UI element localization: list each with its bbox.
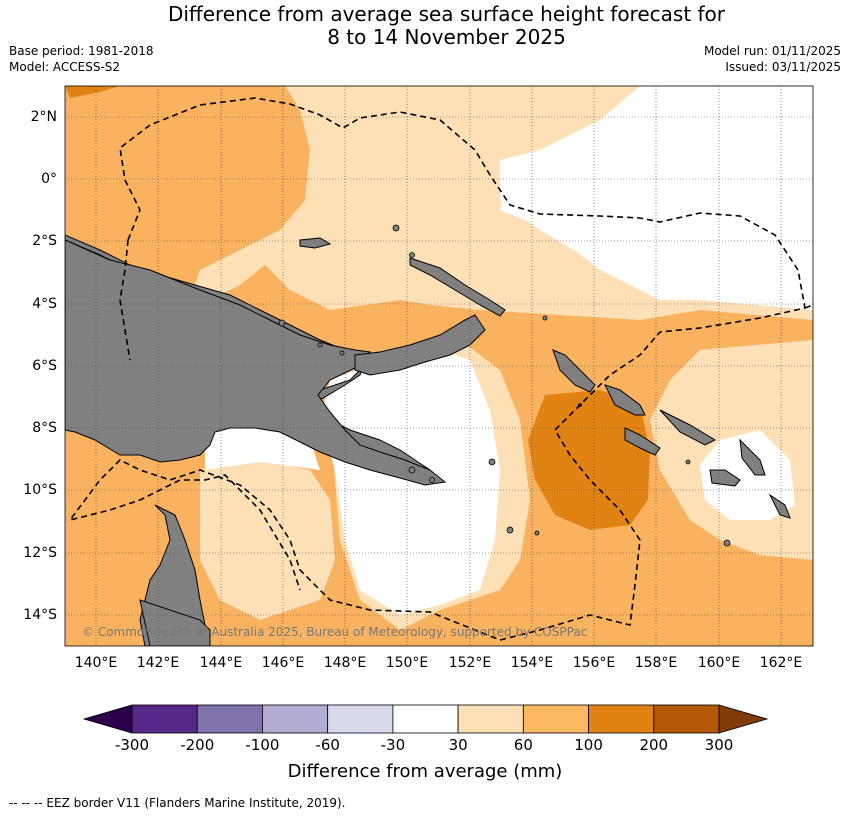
light-orange-zone-south bbox=[200, 460, 335, 620]
lon-label: 160°E bbox=[697, 655, 741, 671]
lon-label: 156°E bbox=[572, 655, 616, 671]
copyright-notice: © Commonwealth of Australia 2025, Bureau… bbox=[82, 625, 588, 639]
colorbar-tick-label: -300 bbox=[114, 736, 150, 754]
model-name: Model: ACCESS-S2 bbox=[9, 60, 121, 74]
solomon-islands-1 bbox=[604, 384, 646, 416]
eez-footnote: -- -- -- EEZ border V11 (Flanders Marine… bbox=[9, 796, 346, 810]
dark-orange-zone-solomon bbox=[528, 390, 650, 530]
base-period: Base period: 1981-2018 bbox=[9, 44, 154, 58]
sea-surface-height-map bbox=[64, 85, 814, 647]
eez-borders bbox=[68, 97, 813, 641]
lat-label: 4°S bbox=[32, 296, 57, 312]
new-ireland-land bbox=[409, 257, 506, 317]
neutral-zone-centre bbox=[320, 350, 500, 615]
colorbar-swatch bbox=[392, 704, 459, 734]
colorbar-swatch bbox=[327, 704, 394, 734]
lon-label: 152°E bbox=[448, 655, 492, 671]
colorbar-tick-label: 300 bbox=[704, 736, 734, 754]
lat-label: 2°N bbox=[30, 109, 57, 125]
colorbar-swatch bbox=[196, 704, 263, 734]
lat-label: 8°S bbox=[32, 420, 57, 436]
neutral-zone-north2 bbox=[500, 86, 813, 310]
colorbar-swatch bbox=[653, 704, 720, 734]
colorbar-swatch bbox=[588, 704, 655, 734]
lon-label: 144°E bbox=[199, 655, 243, 671]
lat-label: 2°S bbox=[32, 233, 57, 249]
colorbar-swatch bbox=[457, 704, 524, 734]
model-run: Model run: 01/11/2025 bbox=[703, 44, 841, 58]
colorbar-tick-label: -100 bbox=[245, 736, 280, 754]
solomon-islands-6 bbox=[768, 493, 791, 519]
lon-label: 150°E bbox=[385, 655, 429, 671]
solomon-islands-5 bbox=[709, 469, 741, 487]
title-line-1: Difference from average sea surface heig… bbox=[167, 2, 726, 26]
colorbar-tick-label: -30 bbox=[380, 736, 406, 754]
solomon-islands-4 bbox=[739, 438, 766, 476]
lat-label: 0° bbox=[41, 171, 57, 187]
cape-york-extend bbox=[139, 599, 211, 646]
colorbar-tick-label: -200 bbox=[180, 736, 215, 754]
lon-label: 140°E bbox=[74, 655, 118, 671]
issued-date: Issued: 03/11/2025 bbox=[725, 60, 841, 74]
colorbar-tick-label: 30 bbox=[448, 736, 468, 754]
map-frame bbox=[64, 85, 814, 647]
lat-label: 14°S bbox=[23, 607, 57, 623]
lat-label: 12°S bbox=[23, 545, 57, 561]
chart-title: Difference from average sea surface heig… bbox=[0, 3, 850, 49]
lon-label: 158°E bbox=[634, 655, 678, 671]
colorbar-tick-label: -60 bbox=[315, 736, 340, 754]
lon-label: 148°E bbox=[323, 655, 367, 671]
colorbar-extend-high bbox=[718, 704, 769, 734]
colorbar-tick-label: 60 bbox=[513, 736, 533, 754]
colorbar-swatch bbox=[262, 704, 329, 734]
colorbar-swatch bbox=[522, 704, 589, 734]
solomon-islands-3 bbox=[624, 427, 661, 456]
colorbar-swatch bbox=[131, 704, 198, 734]
colorbar-tick-label: 200 bbox=[639, 736, 669, 754]
lon-label: 142°E bbox=[136, 655, 180, 671]
colorbar-extend-low bbox=[82, 704, 133, 734]
colorbar-tick-label: 100 bbox=[574, 736, 603, 754]
bougainville-island bbox=[552, 349, 596, 393]
dark-orange-patch-nw bbox=[65, 86, 120, 98]
solomon-islands-2 bbox=[659, 409, 717, 446]
meta-right: Model run: 01/11/2025 Issued: 03/11/2025 bbox=[704, 43, 841, 75]
new-britain-land bbox=[354, 314, 486, 376]
title-line-2: 8 to 14 November 2025 bbox=[327, 25, 566, 49]
graticule bbox=[65, 86, 813, 646]
lon-label: 146°E bbox=[261, 655, 305, 671]
colorbar-title: Difference from average (mm) bbox=[287, 761, 563, 782]
small-islands bbox=[278, 224, 731, 547]
meta-left: Base period: 1981-2018 Model: ACCESS-S2 bbox=[9, 43, 154, 75]
lat-label: 10°S bbox=[23, 482, 57, 498]
lon-label: 162°E bbox=[759, 655, 803, 671]
manus-island bbox=[299, 237, 332, 249]
lon-label: 154°E bbox=[510, 655, 554, 671]
new-guinea-main bbox=[65, 239, 447, 486]
lat-label: 6°S bbox=[32, 358, 57, 374]
